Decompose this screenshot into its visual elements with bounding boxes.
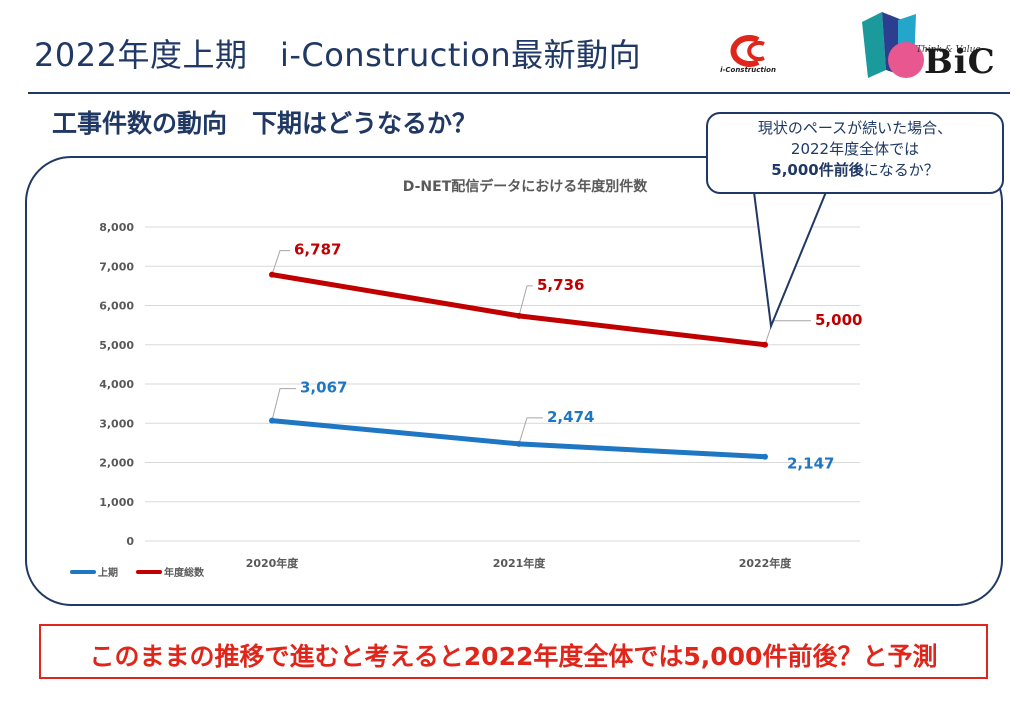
y-tick-label: 7,000 [99, 260, 134, 273]
legend-label: 年度総数 [164, 566, 205, 579]
data-label: 3,067 [300, 379, 347, 397]
callout-text: 現状のペースが続いた場合、 2022年度全体では 5,000件前後になるか？ [706, 118, 1004, 181]
data-label: 2,474 [547, 408, 594, 426]
y-tick-label: 4,000 [99, 378, 134, 391]
bic-mark-icon: Think & Value [862, 12, 981, 78]
y-tick-label: 2,000 [99, 457, 134, 470]
series-line-first-half [269, 418, 768, 460]
data-point [762, 341, 768, 348]
data-label: 6,787 [294, 241, 341, 259]
conclusion-text: このままの推移で進むと考えると2022年度全体では5,000件前後？と予測 [89, 642, 938, 671]
y-tick-label: 6,000 [99, 300, 134, 313]
x-tick-label: 2020年度 [246, 556, 300, 570]
callout-bubble [706, 112, 1004, 194]
x-tick-label: 2021年度 [493, 556, 547, 570]
bic-logo: Think & Value BiC [858, 8, 1018, 86]
page-title: 2022年度上期 i-Construction最新動向 [34, 36, 642, 74]
chart-title: D-NET配信データにおける年度別件数 [402, 179, 648, 195]
data-label-leader [518, 417, 543, 445]
data-point [269, 417, 275, 424]
y-tick-label: 3,000 [99, 417, 134, 430]
data-label-leader [764, 320, 811, 345]
data-point [762, 453, 768, 460]
callout-line-1: 現状のペースが続いた場合、 [757, 119, 953, 137]
data-point [516, 440, 522, 447]
data-label: 5,736 [537, 276, 584, 294]
data-label-leader [518, 285, 533, 316]
chart-panel [25, 156, 1003, 606]
bic-logo-script: Think & Value [916, 45, 981, 55]
i-construction-mark-icon [730, 35, 765, 67]
series-line-annual-total [269, 272, 768, 348]
y-tick-label: 0 [126, 535, 134, 548]
conclusion-box: このままの推移で進むと考えると2022年度全体では5,000件前後？と予測 [39, 624, 988, 679]
callout-line-3: 5,000件前後になるか？ [706, 160, 1004, 181]
i-construction-logo: i-Construction [718, 34, 778, 78]
data-label: 2,147 [787, 455, 834, 473]
x-tick-label: 2022年度 [739, 556, 793, 570]
legend-label: 上期 [98, 566, 118, 579]
callout-highlight: 5,000件前後 [771, 161, 864, 179]
data-label-leader [271, 250, 290, 275]
y-tick-label: 1,000 [99, 496, 134, 509]
data-label: 5,000 [815, 311, 862, 329]
data-point [516, 312, 522, 319]
callout-line-2: 2022年度全体では [790, 140, 920, 158]
section-subtitle: 工事件数の動向 下期はどうなるか？ [52, 109, 478, 138]
title-divider [28, 92, 1010, 94]
bic-logo-text: BiC [924, 42, 996, 82]
y-tick-label: 5,000 [99, 339, 134, 352]
i-construction-logo-text: i-Construction [720, 66, 776, 74]
y-tick-label: 8,000 [99, 221, 134, 234]
data-point [269, 271, 275, 278]
data-label-leader [271, 388, 296, 421]
callout-line-3-rest: になるか？ [863, 161, 939, 179]
